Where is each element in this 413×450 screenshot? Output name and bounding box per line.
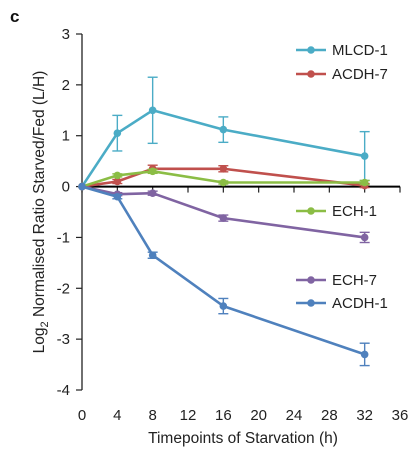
x-tick-label: 0 (78, 407, 86, 424)
y-tick-label: -2 (57, 280, 70, 297)
x-tick-label: 24 (286, 407, 303, 424)
data-point (219, 178, 228, 187)
data-point (360, 178, 369, 187)
data-point (219, 214, 228, 222)
y-axis-title-base: Log (31, 327, 48, 353)
legend-label: ECH-1 (332, 203, 377, 220)
legend-swatch-marker (307, 70, 315, 78)
data-point (219, 164, 228, 173)
data-point (219, 125, 228, 134)
legend-entry-ech-7: ECH-7 (296, 272, 377, 289)
data-point (113, 177, 122, 186)
data-point (148, 106, 157, 115)
legend-entry-acdh-1: ACDH-1 (296, 295, 388, 312)
legend-swatch-marker (307, 299, 315, 307)
y-axis-title: Log2 Normalised Ratio Starved/Fed (L/H) (31, 71, 51, 354)
legend-swatch-marker (307, 207, 315, 215)
data-point (113, 171, 122, 180)
y-tick-label: 2 (62, 77, 70, 94)
x-tick-label: 12 (180, 407, 197, 424)
series-acdh-1 (78, 182, 370, 367)
x-tick-label: 32 (356, 407, 373, 424)
y-axis-title-text: Log2 Normalised Ratio Starved/Fed (L/H) (31, 71, 51, 354)
legend-swatch-marker (307, 46, 315, 54)
y-axis-title-subscript: 2 (39, 321, 51, 327)
y-tick-label: 1 (62, 128, 70, 145)
legend-entry-ech-1: ECH-1 (296, 203, 377, 220)
data-point (219, 302, 228, 310)
x-tick-label: 36 (392, 407, 409, 424)
panel-label: c (10, 7, 19, 26)
legend-label: MLCD-1 (332, 42, 388, 59)
y-tick-label: -4 (57, 382, 70, 399)
data-point (113, 129, 122, 137)
y-tick-label: 0 (62, 179, 70, 196)
data-point (113, 192, 122, 201)
data-point (148, 167, 157, 176)
x-axis-title: Timepoints of Starvation (h) (148, 430, 338, 447)
legend-entry-acdh-7: ACDH-7 (296, 66, 388, 83)
x-tick-label: 28 (321, 407, 338, 424)
x-tick-label: 20 (250, 407, 267, 424)
data-point (360, 350, 369, 359)
data-point (148, 251, 157, 260)
data-point (360, 152, 369, 160)
x-tick-label: 8 (148, 407, 156, 424)
data-point (148, 189, 157, 197)
y-tick-label: 3 (62, 26, 70, 43)
legend-swatch-marker (307, 276, 315, 284)
legend-label: ECH-7 (332, 272, 377, 289)
data-point (360, 233, 369, 242)
y-axis-title-rest: Normalised Ratio Starved/Fed (L/H) (31, 71, 48, 322)
x-tick-label: 16 (215, 407, 232, 424)
legend-entry-mlcd-1: MLCD-1 (296, 42, 388, 59)
data-point (78, 182, 86, 191)
legend-label: ACDH-1 (332, 295, 388, 312)
legend-label: ACDH-7 (332, 66, 388, 83)
series-ech-7 (78, 182, 370, 244)
series-mlcd-1 (78, 76, 370, 191)
y-tick-label: -3 (57, 331, 70, 348)
x-tick-label: 4 (113, 407, 121, 424)
y-tick-label: -1 (57, 229, 70, 246)
